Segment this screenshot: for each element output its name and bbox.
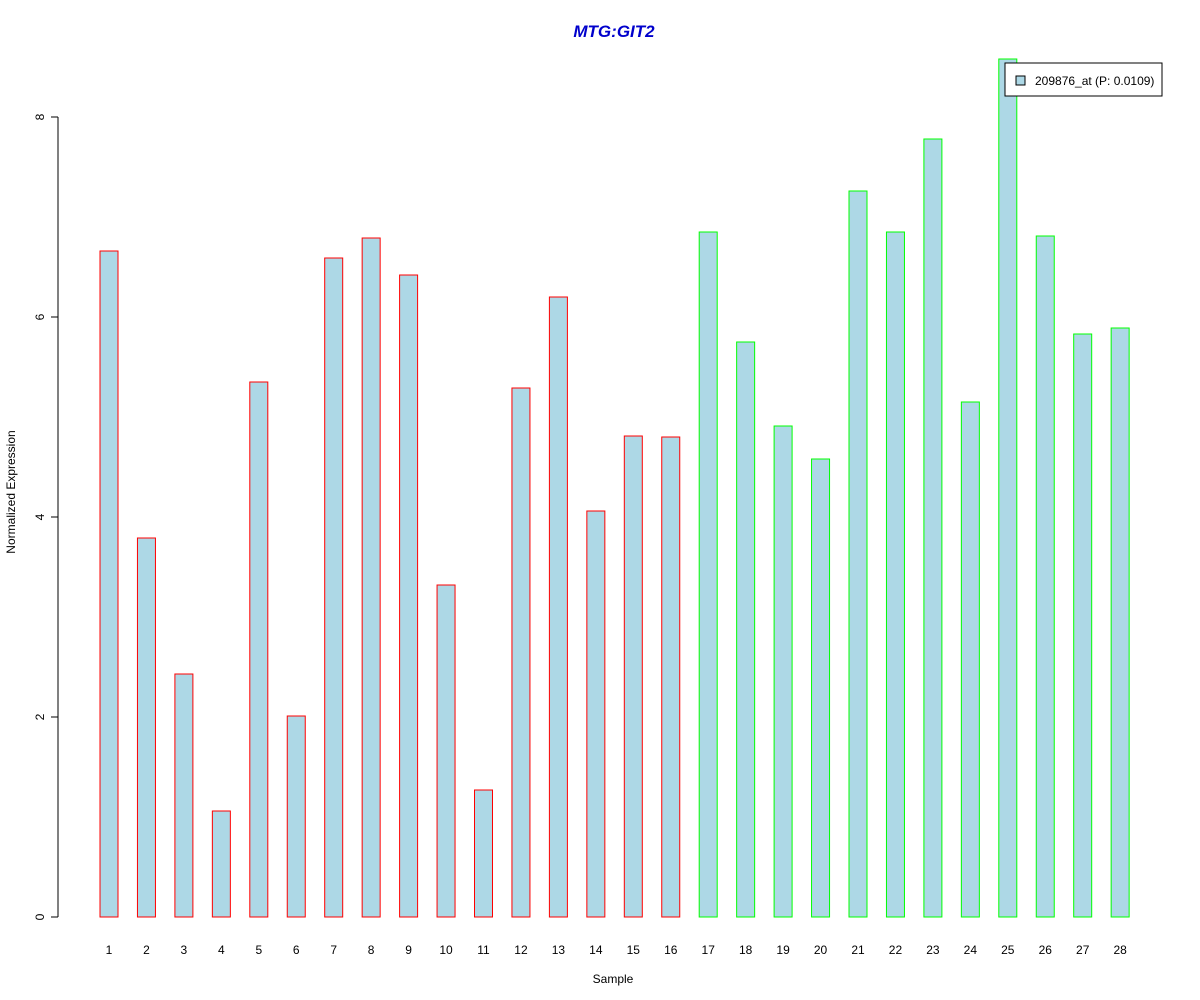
bar-sample-4 [211,810,231,918]
bar-sample-9 [399,274,419,918]
bars-group [99,58,1130,918]
bar-sample-1 [99,250,119,918]
chart-title: MTG:GIT2 [573,22,655,41]
bar-sample-7 [324,257,344,918]
bar-sample-25 [998,58,1018,918]
y-tick-label: 2 [33,713,47,720]
x-tick-label: 6 [293,943,300,957]
x-tick-label: 16 [664,943,678,957]
bar-sample-22 [885,231,905,918]
x-tick-label: 22 [889,943,903,957]
bar-sample-12 [511,387,531,918]
x-tick-label: 15 [627,943,641,957]
x-tick-label: 1 [106,943,113,957]
bar-sample-18 [736,341,756,918]
x-tick-label: 19 [776,943,790,957]
x-tick-label: 12 [514,943,528,957]
bar-sample-5 [249,381,269,918]
bar-sample-17 [698,231,718,918]
legend-label: 209876_at (P: 0.0109) [1035,74,1154,88]
x-tick-label: 28 [1113,943,1127,957]
x-axis: 1 2 3 4 5 6 7 8 9 10 11 12 13 14 15 16 17 18 19 20 21 22 23 24 2… [106,943,1127,957]
y-axis: 0 2 4 6 8 [33,113,59,920]
x-tick-label: 24 [964,943,978,957]
bar-sample-14 [586,510,606,918]
y-axis-title: Normalized Expression [4,430,18,553]
x-tick-label: 9 [405,943,412,957]
legend-box [1004,62,1163,97]
bar-sample-3 [174,673,194,918]
x-tick-label: 10 [439,943,453,957]
bar-sample-11 [474,789,493,918]
x-tick-label: 5 [255,943,262,957]
bar-sample-8 [361,237,381,918]
x-tick-label: 14 [589,943,603,957]
legend: 209876_at (P: 0.0109) [1004,62,1163,97]
bar-sample-23 [923,138,943,918]
bar-sample-24 [960,401,980,918]
x-tick-label: 8 [368,943,375,957]
x-tick-label: 23 [926,943,940,957]
x-tick-label: 25 [1001,943,1015,957]
bar-sample-6 [286,715,306,918]
x-tick-label: 27 [1076,943,1090,957]
bar-sample-19 [773,425,793,918]
x-axis-title: Sample [593,972,634,986]
y-tick-label: 0 [33,913,47,920]
x-tick-label: 2 [143,943,150,957]
legend-swatch [1015,75,1026,86]
x-tick-label: 18 [739,943,753,957]
bar-sample-16 [661,436,681,918]
y-tick-label: 6 [33,313,47,320]
x-tick-label: 20 [814,943,828,957]
y-tick-label: 8 [33,113,47,120]
bar-sample-15 [623,435,643,918]
bar-sample-13 [548,296,568,918]
x-tick-label: 13 [552,943,566,957]
bar-sample-20 [811,458,831,918]
bar-sample-2 [136,537,156,918]
x-tick-label: 21 [851,943,865,957]
x-tick-label: 26 [1039,943,1053,957]
x-tick-label: 3 [181,943,188,957]
bar-sample-21 [848,190,868,918]
y-tick-label: 4 [33,513,47,520]
bar-sample-10 [436,584,456,918]
x-tick-label: 17 [702,943,716,957]
x-tick-label: 11 [477,943,490,957]
x-tick-label: 4 [218,943,225,957]
bar-sample-28 [1110,327,1130,918]
bar-sample-27 [1073,333,1093,918]
bar-sample-26 [1035,235,1055,918]
x-tick-label: 7 [330,943,337,957]
